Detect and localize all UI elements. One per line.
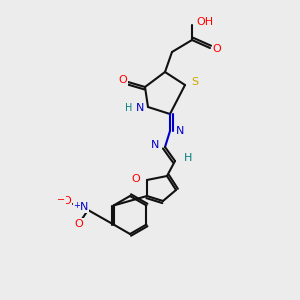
Text: N: N <box>151 140 159 150</box>
Text: N: N <box>136 103 144 113</box>
Text: H: H <box>184 153 192 163</box>
Text: N: N <box>80 202 88 212</box>
Text: O: O <box>63 196 71 206</box>
Text: O: O <box>131 174 140 184</box>
Text: S: S <box>191 77 198 87</box>
Text: +: + <box>74 200 80 209</box>
Text: −: − <box>57 195 65 205</box>
Text: O: O <box>213 44 221 54</box>
Text: O: O <box>75 219 83 229</box>
Text: OH: OH <box>196 17 213 27</box>
Text: N: N <box>176 126 184 136</box>
Text: O: O <box>118 75 127 85</box>
Text: H: H <box>124 103 132 113</box>
